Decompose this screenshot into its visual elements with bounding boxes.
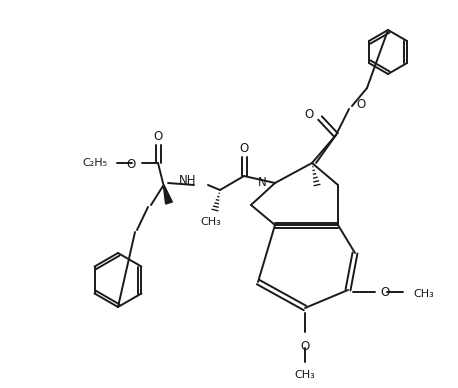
Text: O: O: [240, 142, 249, 156]
Text: O: O: [153, 130, 163, 144]
Text: O: O: [300, 340, 310, 353]
Text: N: N: [258, 177, 267, 189]
Text: O: O: [380, 286, 389, 298]
Text: C₂H₅: C₂H₅: [82, 158, 107, 168]
Text: O: O: [356, 99, 365, 111]
Text: O: O: [127, 158, 136, 170]
Text: CH₃: CH₃: [201, 217, 221, 227]
Polygon shape: [163, 183, 172, 204]
Text: CH₃: CH₃: [294, 370, 316, 380]
Text: CH₃: CH₃: [413, 289, 434, 299]
Text: NH: NH: [179, 175, 196, 187]
Text: O: O: [305, 109, 314, 121]
